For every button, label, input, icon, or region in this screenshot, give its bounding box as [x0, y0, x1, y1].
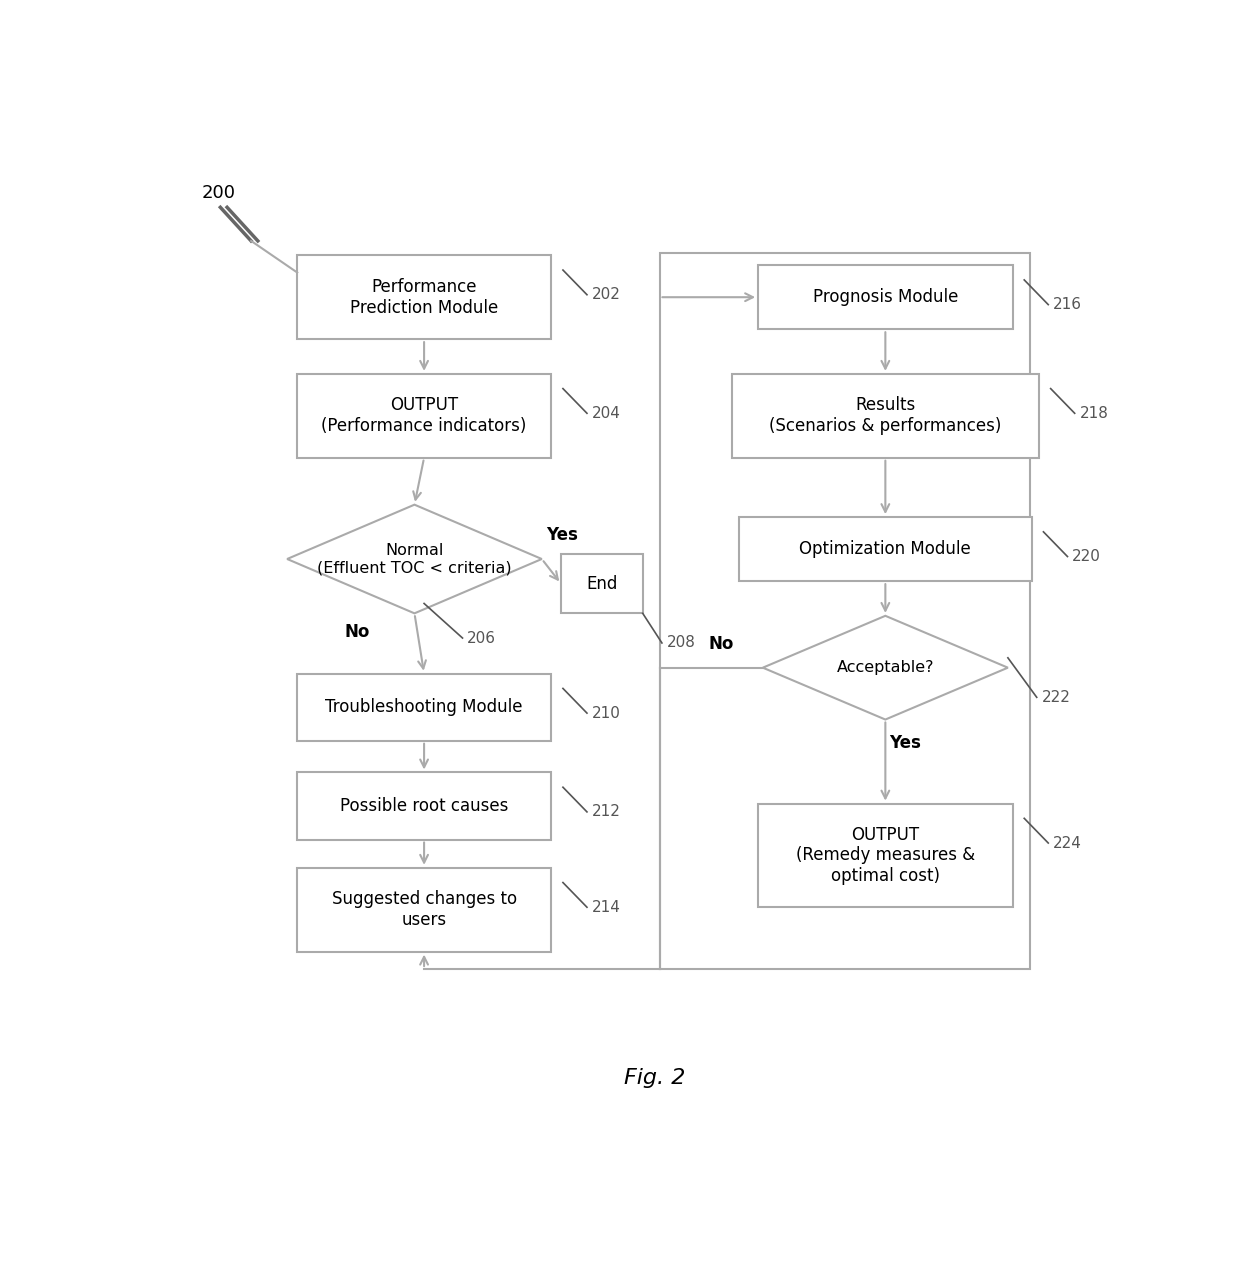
Text: Yes: Yes	[889, 734, 920, 752]
Text: 206: 206	[467, 630, 496, 645]
FancyBboxPatch shape	[296, 373, 552, 458]
FancyBboxPatch shape	[758, 266, 1013, 330]
FancyBboxPatch shape	[296, 772, 552, 839]
Text: 200: 200	[201, 185, 236, 203]
Text: 220: 220	[1073, 549, 1101, 565]
Text: Performance
Prediction Module: Performance Prediction Module	[350, 278, 498, 317]
FancyBboxPatch shape	[296, 674, 552, 740]
Text: Possible root causes: Possible root causes	[340, 797, 508, 815]
Text: Suggested changes to
users: Suggested changes to users	[331, 890, 517, 929]
Text: Optimization Module: Optimization Module	[800, 540, 971, 558]
Text: 208: 208	[667, 635, 696, 650]
FancyBboxPatch shape	[560, 554, 642, 613]
Text: 222: 222	[1042, 690, 1070, 704]
Text: Troubleshooting Module: Troubleshooting Module	[325, 698, 523, 716]
Polygon shape	[763, 616, 1008, 720]
Text: 204: 204	[591, 405, 621, 421]
Polygon shape	[288, 504, 542, 613]
Text: No: No	[708, 635, 734, 653]
Text: Acceptable?: Acceptable?	[837, 661, 934, 675]
Text: No: No	[345, 624, 370, 642]
Text: 216: 216	[1053, 298, 1083, 312]
Text: 214: 214	[591, 899, 621, 915]
FancyBboxPatch shape	[739, 517, 1032, 581]
Text: Yes: Yes	[547, 526, 579, 544]
Text: 218: 218	[1080, 405, 1109, 421]
Text: Normal
(Effluent TOC < criteria): Normal (Effluent TOC < criteria)	[317, 543, 512, 575]
Text: 224: 224	[1053, 835, 1083, 851]
Text: Results
(Scenarios & performances): Results (Scenarios & performances)	[769, 396, 1002, 435]
Text: Fig. 2: Fig. 2	[624, 1067, 686, 1088]
Text: 212: 212	[591, 804, 621, 820]
Text: 210: 210	[591, 706, 621, 721]
FancyBboxPatch shape	[296, 255, 552, 339]
FancyBboxPatch shape	[758, 803, 1013, 907]
Text: OUTPUT
(Performance indicators): OUTPUT (Performance indicators)	[321, 396, 527, 435]
Text: Prognosis Module: Prognosis Module	[812, 289, 959, 307]
Text: 202: 202	[591, 287, 621, 303]
Text: End: End	[587, 575, 618, 593]
FancyBboxPatch shape	[732, 373, 1039, 458]
FancyBboxPatch shape	[296, 867, 552, 952]
Text: OUTPUT
(Remedy measures &
optimal cost): OUTPUT (Remedy measures & optimal cost)	[796, 825, 975, 885]
